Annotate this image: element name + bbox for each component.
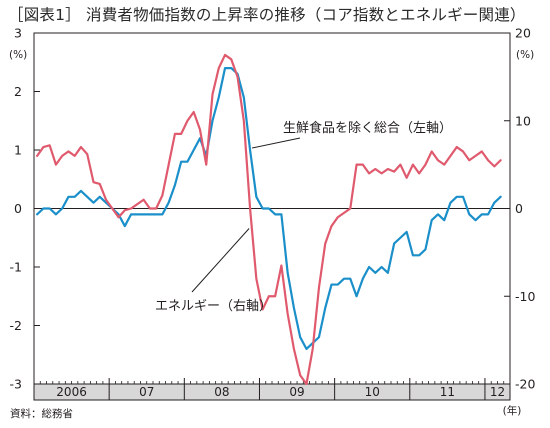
left-tick-label: 3 [14, 26, 22, 41]
left-tick-label: -1 [10, 260, 22, 275]
right-tick-label: 0 [515, 201, 523, 216]
left-tick-label: 2 [14, 84, 22, 99]
right-tick-label: 10 [515, 113, 531, 128]
year-label: 10 [365, 385, 380, 399]
right-axis-unit: (%) [516, 49, 534, 61]
series-layer [36, 53, 502, 386]
left-tick-label: 1 [14, 143, 22, 158]
source-note: 資料：総務省 [10, 407, 73, 420]
energy-leader-line [191, 228, 250, 293]
year-band [34, 384, 510, 400]
x-axis-unit: (年) [503, 404, 522, 417]
year-label: 09 [289, 385, 304, 399]
left-tick-label: 0 [14, 201, 22, 216]
year-label: 2006 [56, 385, 87, 399]
energy-annotation: エネルギー（右軸） [155, 299, 272, 314]
chart-title: ［図表1］ 消費者物価指数の上昇率の推移（コア指数とエネルギー関連） [8, 6, 526, 24]
plot-frame [33, 32, 511, 401]
energy-line [36, 53, 502, 386]
year-label: 11 [440, 385, 455, 399]
left-tick-label: -2 [10, 318, 22, 333]
right-tick-label: -20 [515, 377, 535, 392]
right-tick-label: -10 [515, 289, 535, 304]
right-tick-label: 20 [515, 26, 531, 41]
year-label: 12 [490, 385, 505, 399]
annotation-layer: 生鮮食品を除く総合（左軸） エネルギー（右軸） [155, 120, 452, 314]
axes-layer [33, 32, 511, 401]
left-tick-label: -3 [10, 377, 22, 392]
core-cpi-leader-line [251, 137, 301, 149]
core-cpi-annotation: 生鮮食品を除く総合（左軸） [283, 120, 452, 136]
year-label: 08 [214, 385, 229, 399]
year-label: 07 [139, 385, 154, 399]
left-axis-unit: (%) [9, 49, 27, 61]
